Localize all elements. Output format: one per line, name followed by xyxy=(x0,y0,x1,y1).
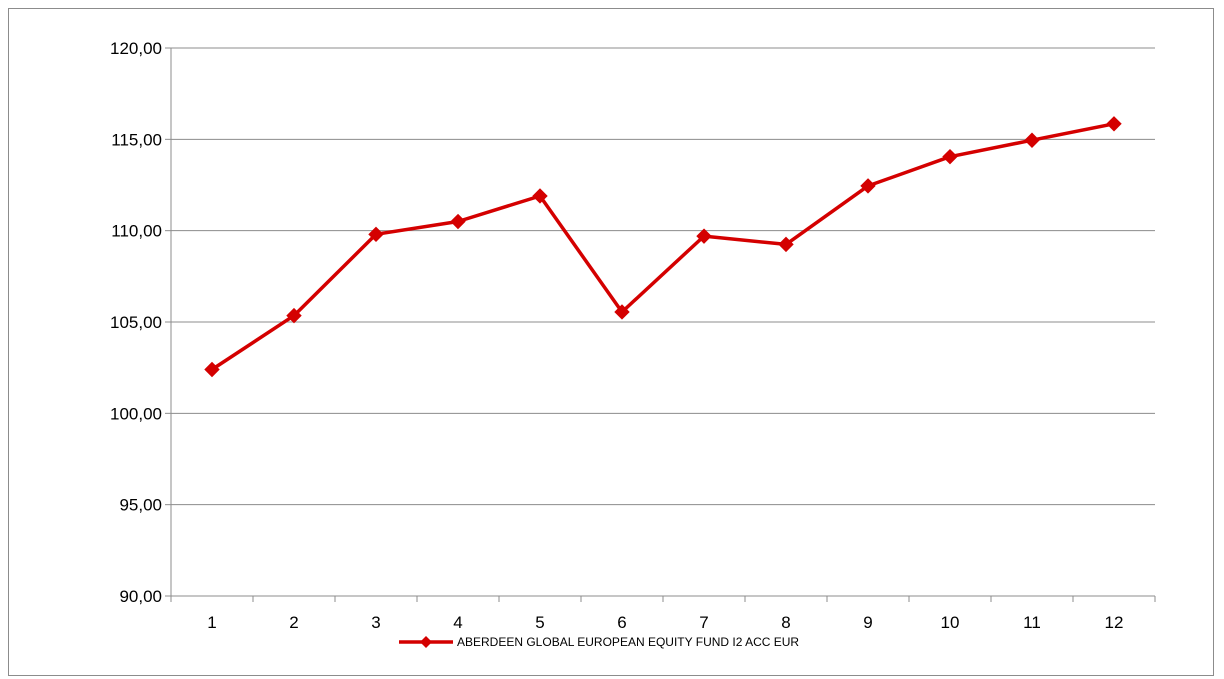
x-tick-label: 11 xyxy=(1023,613,1041,632)
axes xyxy=(165,47,1156,602)
legend-label: ABERDEEN GLOBAL EUROPEAN EQUITY FUND I2 … xyxy=(457,635,799,649)
y-axis-tick-labels: 90,00 95,00 100,00 105,00 110,00 115,00 120,00 xyxy=(110,39,162,606)
data-point xyxy=(1024,132,1040,148)
y-tick-label: 90,00 xyxy=(119,587,162,606)
data-point xyxy=(778,236,794,253)
series-line xyxy=(210,122,1116,372)
legend-marker-diamond xyxy=(420,636,432,648)
x-tick-label: 6 xyxy=(617,613,626,632)
x-tick-label: 8 xyxy=(781,613,790,632)
chart-frame: 90,00 95,00 100,00 105,00 110,00 115,00 120,00… xyxy=(8,8,1214,676)
x-tick-label: 1 xyxy=(207,613,216,632)
data-point xyxy=(860,178,876,194)
legend: ABERDEEN GLOBAL EUROPEAN EQUITY FUND I2 … xyxy=(399,635,799,649)
data-point xyxy=(286,307,302,324)
y-tick-label: 105,00 xyxy=(110,313,162,332)
data-point xyxy=(368,226,384,243)
x-tick-label: 5 xyxy=(535,613,544,632)
y-tick-label: 95,00 xyxy=(119,496,162,515)
data-point xyxy=(696,228,712,244)
y-tick-label: 100,00 xyxy=(110,404,162,423)
x-tick-label: 4 xyxy=(453,613,462,632)
data-point xyxy=(942,148,958,165)
x-tick-label: 7 xyxy=(699,613,708,632)
x-tick-label: 12 xyxy=(1105,613,1124,632)
x-tick-label: 2 xyxy=(289,613,298,632)
gridlines xyxy=(171,47,1155,506)
x-tick-label: 3 xyxy=(371,613,380,632)
data-point xyxy=(614,304,630,320)
line-chart: 90,00 95,00 100,00 105,00 110,00 115,00 120,00… xyxy=(110,39,1156,649)
x-tick-label: 9 xyxy=(863,613,872,632)
data-point xyxy=(204,361,220,378)
x-tick-label: 10 xyxy=(941,613,960,632)
series-layer xyxy=(204,116,1122,378)
data-point xyxy=(1106,116,1122,132)
y-tick-label: 110,00 xyxy=(111,222,162,241)
data-point xyxy=(450,213,466,230)
data-point xyxy=(532,188,548,204)
y-tick-label: 115,00 xyxy=(111,130,162,149)
y-tick-label: 120,00 xyxy=(110,39,162,58)
x-axis-tick-labels: 1 2 3 4 5 6 7 8 9 10 11 12 xyxy=(207,613,1123,632)
